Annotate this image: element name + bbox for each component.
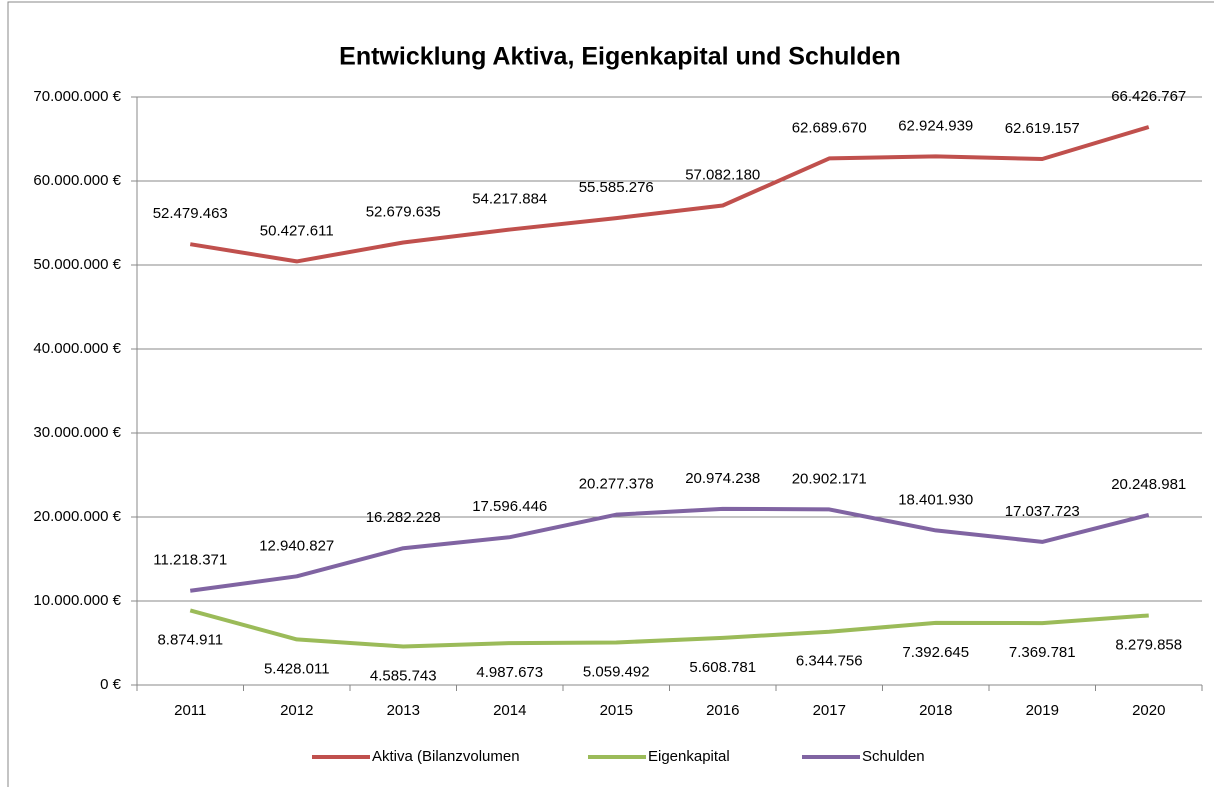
data-label: 17.596.446 bbox=[472, 498, 547, 515]
x-tick-label: 2014 bbox=[493, 702, 526, 719]
data-label: 5.428.011 bbox=[264, 660, 330, 677]
data-label: 4.987.673 bbox=[476, 664, 543, 681]
x-tick-label: 2017 bbox=[813, 702, 846, 719]
x-tick-label: 2012 bbox=[280, 702, 313, 719]
series-line bbox=[189, 125, 1150, 264]
data-label: 7.369.781 bbox=[1009, 644, 1076, 661]
data-label: 62.924.939 bbox=[898, 117, 973, 134]
x-tick-label: 2013 bbox=[387, 702, 420, 719]
data-label: 16.282.228 bbox=[366, 509, 441, 526]
data-label: 17.037.723 bbox=[1005, 503, 1080, 520]
frame bbox=[7, 1, 1214, 787]
data-label: 6.344.756 bbox=[796, 653, 863, 670]
x-tick-label: 2016 bbox=[706, 702, 739, 719]
data-label: 18.401.930 bbox=[898, 491, 973, 508]
data-label: 62.689.670 bbox=[792, 119, 867, 136]
data-label: 52.679.635 bbox=[366, 203, 441, 220]
x-tick-label: 2018 bbox=[919, 702, 952, 719]
data-label: 57.082.180 bbox=[685, 166, 760, 183]
data-label: 20.974.238 bbox=[685, 470, 760, 487]
x-tick-label: 2011 bbox=[174, 702, 206, 719]
data-label: 8.279.858 bbox=[1115, 636, 1182, 653]
chart-title: Entwicklung Aktiva, Eigenkapital und Sch… bbox=[339, 43, 901, 71]
series-line bbox=[189, 506, 1150, 593]
data-label: 8.874.911 bbox=[157, 631, 223, 648]
legend-label: Eigenkapital bbox=[648, 748, 730, 765]
series-line bbox=[189, 608, 1149, 649]
y-tick-label: 0 € bbox=[100, 676, 122, 693]
data-label: 5.608.781 bbox=[689, 659, 756, 676]
y-tick-label: 20.000.000 € bbox=[33, 508, 121, 525]
data-label: 55.585.276 bbox=[579, 179, 654, 196]
data-label: 20.902.171 bbox=[792, 470, 867, 487]
legend-label: Aktiva (Bilanzvolumen bbox=[372, 748, 520, 765]
data-label: 50.427.611 bbox=[260, 222, 334, 239]
data-label: 4.585.743 bbox=[370, 667, 437, 684]
data-label: 5.059.492 bbox=[583, 663, 650, 680]
x-tick-label: 2020 bbox=[1132, 702, 1165, 719]
x-tick-label: 2019 bbox=[1026, 702, 1059, 719]
data-label: 20.248.981 bbox=[1111, 476, 1186, 493]
x-tick-label: 2015 bbox=[600, 702, 633, 719]
data-label: 12.940.827 bbox=[259, 537, 334, 554]
y-tick-label: 10.000.000 € bbox=[33, 592, 121, 609]
data-label: 20.277.378 bbox=[579, 476, 654, 493]
data-label: 66.426.767 bbox=[1111, 88, 1186, 105]
data-label: 11.218.371 bbox=[153, 552, 227, 569]
y-tick-label: 60.000.000 € bbox=[33, 172, 121, 189]
y-tick-label: 40.000.000 € bbox=[33, 340, 121, 357]
y-tick-label: 70.000.000 € bbox=[33, 88, 121, 105]
legend-label: Schulden bbox=[862, 748, 925, 765]
y-tick-label: 50.000.000 € bbox=[33, 256, 121, 273]
y-tick-label: 30.000.000 € bbox=[33, 424, 121, 441]
data-label: 54.217.884 bbox=[472, 191, 547, 208]
data-label: 52.479.463 bbox=[153, 205, 228, 222]
data-label: 62.619.157 bbox=[1005, 120, 1080, 137]
data-label: 7.392.645 bbox=[902, 644, 969, 661]
